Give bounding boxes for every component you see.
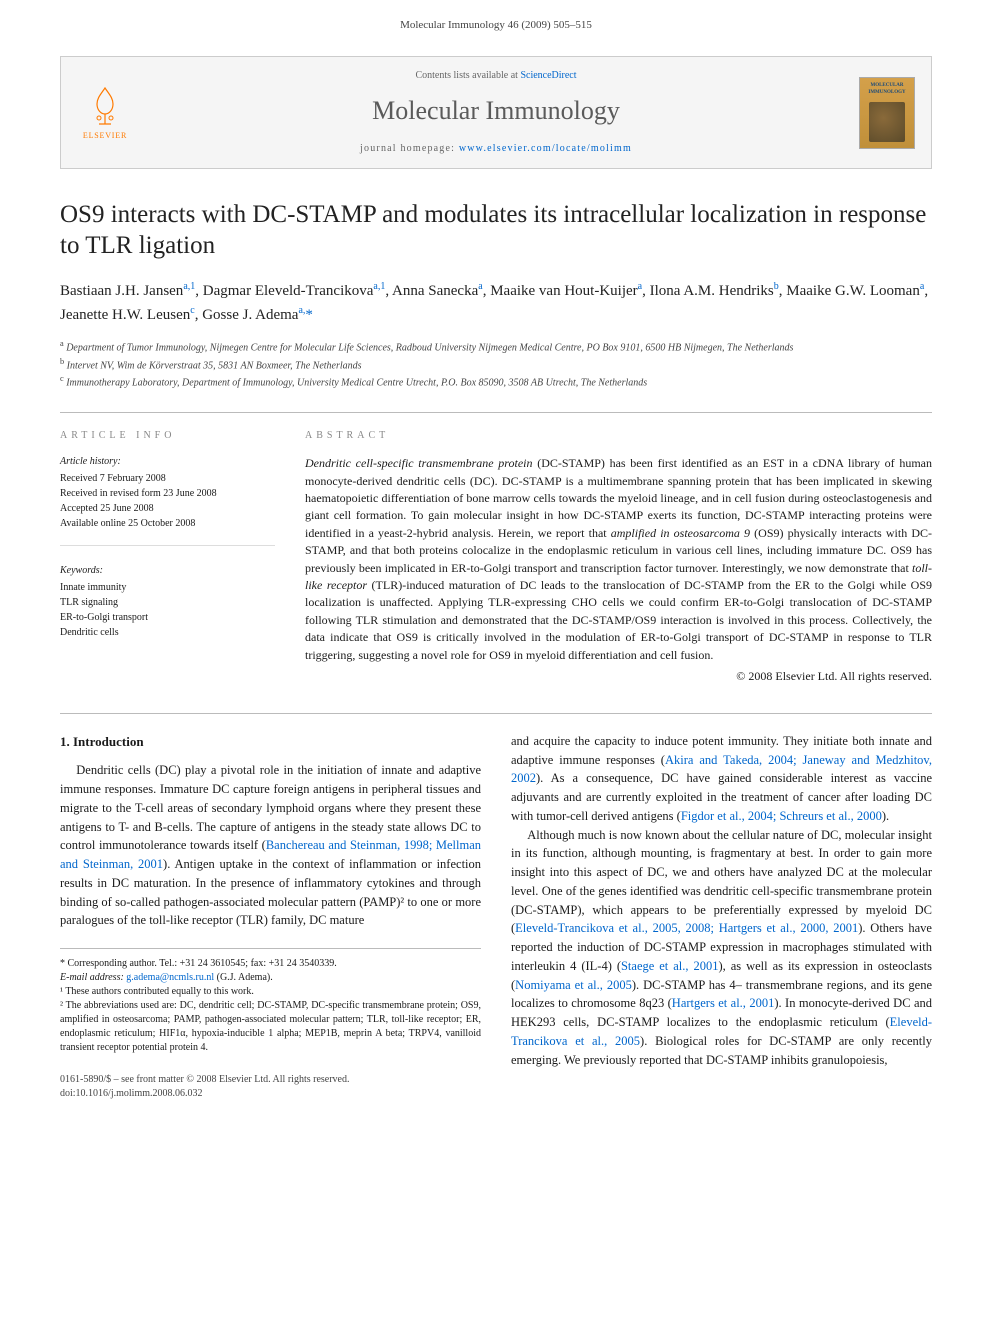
keyword-line: Dendritic cells <box>60 625 275 640</box>
journal-homepage-link[interactable]: www.elsevier.com/locate/molimm <box>459 143 632 154</box>
intro-column-left: 1. Introduction Dendritic cells (DC) pla… <box>60 732 481 1101</box>
doi-line: doi:10.1016/j.molimm.2008.06.032 <box>60 1087 481 1101</box>
history-label: Article history: <box>60 455 275 469</box>
ref-link[interactable]: Nomiyama et al., 2005 <box>515 978 632 992</box>
keyword-line: ER-to-Golgi transport <box>60 610 275 625</box>
authors-line: Bastiaan J.H. Jansena,1, Dagmar Eleveld-… <box>60 279 932 326</box>
ref-link[interactable]: Figdor et al., 2004; Schreurs et al., 20… <box>681 809 882 823</box>
intro-para-1-cont: and acquire the capacity to induce poten… <box>511 732 932 826</box>
footer-meta: 0161-5890/$ – see front matter © 2008 El… <box>60 1073 481 1101</box>
sciencedirect-link[interactable]: ScienceDirect <box>520 70 576 81</box>
elsevier-logo: ELSEVIER <box>77 82 133 144</box>
affiliations: a Department of Tumor Immunology, Nijmeg… <box>60 338 932 390</box>
history-line: Received 7 February 2008 <box>60 471 275 486</box>
elsevier-tree-icon <box>83 84 127 128</box>
email-line: E-mail address: g.adema@ncmls.ru.nl (G.J… <box>60 971 481 985</box>
email-link[interactable]: g.adema@ncmls.ru.nl <box>126 972 214 983</box>
equal-contribution-note: ¹ These authors contributed equally to t… <box>60 985 481 999</box>
cover-title: MOLECULAR IMMUNOLOGY <box>860 78 914 96</box>
journal-name: Molecular Immunology <box>147 93 845 129</box>
ref-link[interactable]: Eleveld-Trancikova et al., 2005, 2008; H… <box>515 921 858 935</box>
article-title: OS9 interacts with DC-STAMP and modulate… <box>60 199 932 262</box>
introduction-heading: 1. Introduction <box>60 732 481 752</box>
cover-image-icon <box>869 102 905 142</box>
citation-text: Molecular Immunology 46 (2009) 505–515 <box>400 19 592 31</box>
abstract-text: Dendritic cell-specific transmembrane pr… <box>305 455 932 664</box>
article-history-block: Article history: Received 7 February 200… <box>60 455 275 546</box>
homepage-line: journal homepage: www.elsevier.com/locat… <box>147 142 845 156</box>
elsevier-label: ELSEVIER <box>83 130 127 141</box>
history-line: Accepted 25 June 2008 <box>60 501 275 516</box>
abstract-copyright: © 2008 Elsevier Ltd. All rights reserved… <box>305 668 932 685</box>
intro-column-right: and acquire the capacity to induce poten… <box>511 732 932 1101</box>
corresponding-author-note: * Corresponding author. Tel.: +31 24 361… <box>60 957 481 971</box>
history-line: Available online 25 October 2008 <box>60 516 275 531</box>
abstract-column: ABSTRACT Dendritic cell-specific transme… <box>305 429 932 684</box>
abbreviations-note: ² The abbreviations used are: DC, dendri… <box>60 999 481 1055</box>
contents-line: Contents lists available at ScienceDirec… <box>147 69 845 83</box>
affiliation-line: c Immunotherapy Laboratory, Department o… <box>60 373 932 390</box>
ref-link[interactable]: Staege et al., 2001 <box>621 959 719 973</box>
footnotes: * Corresponding author. Tel.: +31 24 361… <box>60 948 481 1055</box>
ref-link[interactable]: Hartgers et al., 2001 <box>672 996 775 1010</box>
running-header: Molecular Immunology 46 (2009) 505–515 <box>0 0 992 41</box>
article-info-heading: ARTICLE INFO <box>60 429 275 443</box>
intro-para-2: Although much is now known about the cel… <box>511 826 932 1070</box>
affiliation-line: b Intervet NV, Wim de Körverstraat 35, 5… <box>60 356 932 373</box>
affiliation-line: a Department of Tumor Immunology, Nijmeg… <box>60 338 932 355</box>
keyword-line: TLR signaling <box>60 595 275 610</box>
keywords-block: Keywords: Innate immunityTLR signalingER… <box>60 564 275 654</box>
keyword-line: Innate immunity <box>60 580 275 595</box>
abstract-heading: ABSTRACT <box>305 429 932 443</box>
banner-center: Contents lists available at ScienceDirec… <box>147 69 845 155</box>
journal-banner: ELSEVIER Contents lists available at Sci… <box>60 56 932 168</box>
article-info-sidebar: ARTICLE INFO Article history: Received 7… <box>60 429 275 684</box>
intro-para-1: Dendritic cells (DC) play a pivotal role… <box>60 761 481 930</box>
keywords-label: Keywords: <box>60 564 275 578</box>
front-matter-line: 0161-5890/$ – see front matter © 2008 El… <box>60 1073 481 1087</box>
history-line: Received in revised form 23 June 2008 <box>60 486 275 501</box>
journal-cover-thumbnail: MOLECULAR IMMUNOLOGY <box>859 77 915 149</box>
